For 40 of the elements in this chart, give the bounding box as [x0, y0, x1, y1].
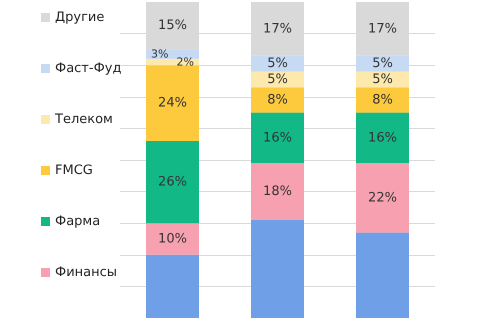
- bar: [146, 141, 199, 224]
- data-label: 5%: [372, 72, 393, 87]
- data-label: 18%: [263, 184, 292, 200]
- data-label: 16%: [263, 130, 292, 146]
- data-label: 3%: [151, 48, 168, 61]
- data-label: 5%: [267, 72, 288, 87]
- data-label: 2%: [176, 56, 194, 69]
- bar: [356, 87, 409, 113]
- bar: [251, 56, 304, 72]
- bar: [251, 112, 304, 164]
- bar: [251, 163, 304, 220]
- data-label: 10%: [158, 232, 187, 246]
- bar: [146, 223, 199, 255]
- data-label: 24%: [158, 96, 187, 111]
- data-label: 26%: [158, 174, 187, 190]
- legend-label: Телеком: [54, 112, 113, 127]
- legend-label: Финансы: [55, 265, 118, 280]
- bar: [251, 72, 304, 88]
- bar: [356, 72, 409, 88]
- data-label: 22%: [368, 190, 397, 206]
- data-label: 17%: [263, 21, 292, 36]
- bar: [356, 232, 409, 318]
- bar: [356, 112, 409, 164]
- data-label: 16%: [368, 130, 397, 146]
- bar: [251, 220, 304, 318]
- data-label: 8%: [372, 92, 393, 108]
- data-label: 15%: [158, 18, 187, 34]
- data-label: 8%: [267, 92, 288, 108]
- bar: [146, 65, 199, 142]
- legend-label: Фаст-Фуд: [55, 61, 122, 76]
- bar: [251, 87, 304, 113]
- data-label: 5%: [372, 56, 393, 72]
- bar: [356, 163, 409, 233]
- bar: [146, 254, 199, 318]
- legend-label: Фарма: [55, 214, 100, 229]
- legend-label: Другие: [55, 10, 104, 25]
- bar: [356, 56, 409, 72]
- legend-label: FMCG: [55, 163, 93, 178]
- data-label: 17%: [368, 21, 397, 36]
- data-label: 5%: [267, 56, 288, 72]
